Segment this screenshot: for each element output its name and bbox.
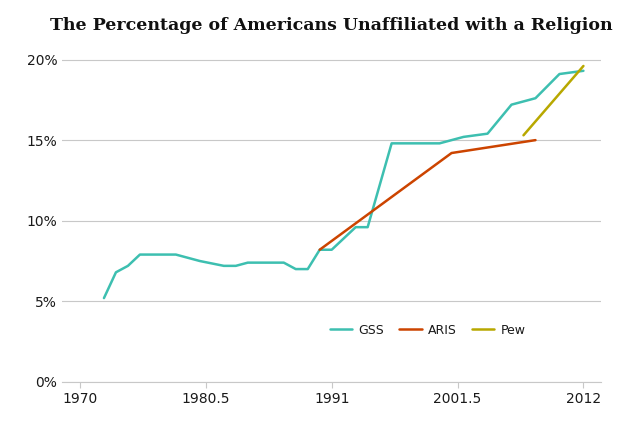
GSS: [148, 252, 156, 257]
GSS: [268, 260, 275, 265]
GSS: [460, 134, 467, 139]
GSS: [136, 252, 144, 257]
Line: Pew: Pew: [523, 66, 583, 135]
GSS: [220, 263, 228, 269]
GSS: [292, 266, 299, 272]
GSS: [388, 141, 396, 146]
GSS: [364, 224, 371, 230]
Legend: GSS, ARIS, Pew: GSS, ARIS, Pew: [324, 319, 531, 342]
ARIS: [448, 151, 455, 156]
ARIS: [532, 138, 539, 143]
GSS: [328, 247, 335, 252]
GSS: [484, 131, 491, 136]
Pew: [520, 133, 527, 138]
GSS: [196, 258, 203, 263]
GSS: [280, 260, 288, 265]
Line: ARIS: ARIS: [320, 140, 536, 250]
GSS: [352, 224, 360, 230]
GSS: [124, 263, 131, 269]
GSS: [160, 252, 167, 257]
Pew: [580, 63, 587, 69]
GSS: [508, 102, 515, 107]
GSS: [556, 72, 563, 77]
Line: GSS: GSS: [104, 71, 583, 298]
GSS: [412, 141, 419, 146]
GSS: [172, 252, 180, 257]
GSS: [244, 260, 252, 265]
GSS: [532, 95, 539, 101]
GSS: [232, 263, 239, 269]
GSS: [256, 260, 264, 265]
GSS: [580, 68, 587, 73]
Title: The Percentage of Americans Unaffiliated with a Religion: The Percentage of Americans Unaffiliated…: [50, 16, 613, 33]
ARIS: [316, 247, 324, 252]
GSS: [436, 141, 443, 146]
GSS: [100, 296, 108, 301]
GSS: [112, 270, 120, 275]
GSS: [304, 266, 311, 272]
GSS: [316, 247, 324, 252]
